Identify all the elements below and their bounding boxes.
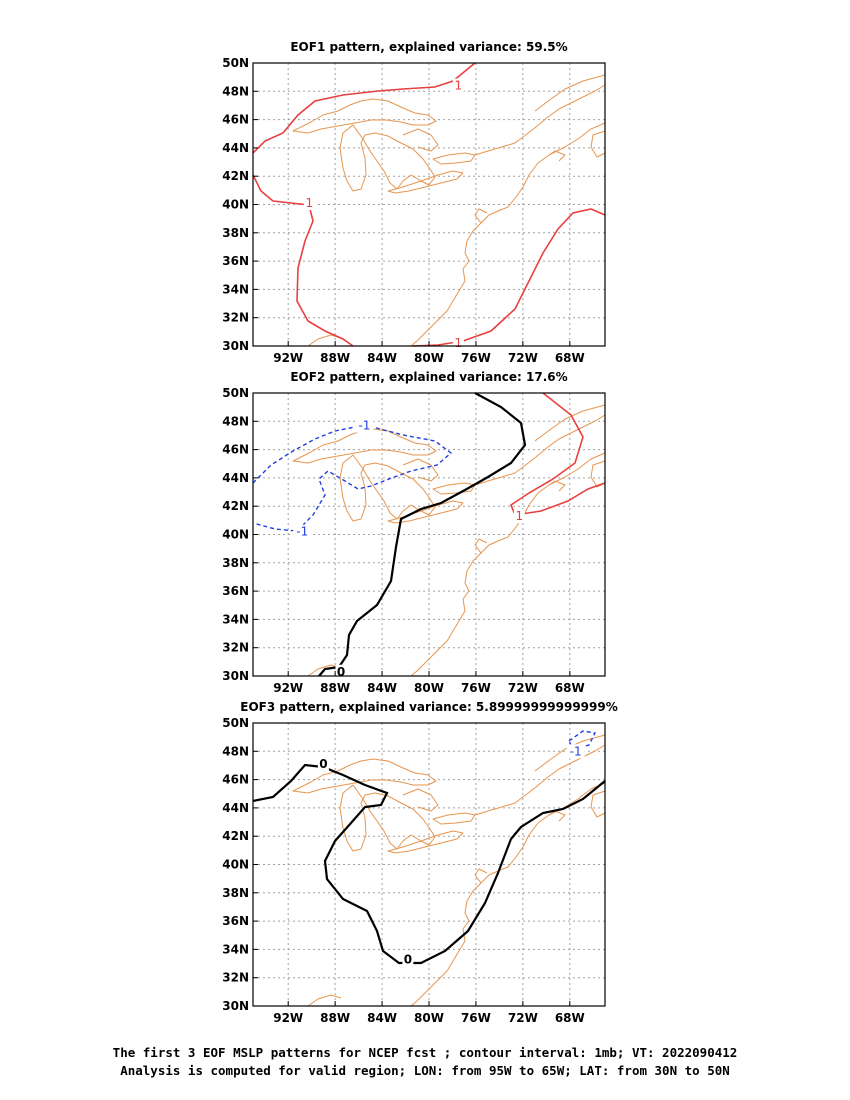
lat-tick-label: 40N	[222, 198, 249, 212]
contour-label: 0	[337, 665, 345, 679]
lat-tick-label: 30N	[222, 339, 249, 353]
lat-tick-label: 44N	[222, 141, 249, 155]
lon-tick-label: 68W	[555, 1011, 585, 1025]
lon-tick-label: 72W	[508, 1011, 538, 1025]
lon-tick-label: 68W	[555, 681, 585, 695]
panel-title: EOF3 pattern, explained variance: 5.8999…	[240, 700, 618, 714]
contour-label: 1	[305, 196, 313, 210]
lat-tick-label: 34N	[222, 282, 249, 296]
lon-tick-label: 76W	[461, 351, 491, 365]
graticule	[253, 62, 605, 347]
lat-tick-label: 32N	[222, 311, 249, 325]
lat-tick-label: 44N	[222, 471, 249, 485]
panel-title: EOF2 pattern, explained variance: 17.6%	[290, 370, 567, 384]
contour-label: 0	[319, 757, 327, 771]
lat-tick-label: 30N	[222, 999, 249, 1013]
lon-tick-label: 92W	[273, 1011, 303, 1025]
contour-label-bg	[566, 744, 585, 759]
lon-tick-label: 84W	[367, 351, 397, 365]
lat-tick-label: 38N	[222, 556, 249, 570]
contour-label: -1	[570, 744, 582, 758]
coastline	[292, 404, 606, 677]
lon-tick-label: 92W	[273, 681, 303, 695]
lon-tick-label: 84W	[367, 1011, 397, 1025]
axis-ticks: 92W 88W 84W 80W 76W 72W 68W 30N 32N 34N 36N 38N 40N 4…	[222, 716, 585, 1025]
caption-line-1: The first 3 EOF MSLP patterns for NCEP f…	[112, 1045, 738, 1060]
contour-label-bg	[355, 418, 374, 433]
lat-tick-label: 30N	[222, 669, 249, 683]
lon-tick-label: 80W	[414, 1011, 444, 1025]
coastline	[292, 734, 606, 1007]
contour-label-bg	[452, 336, 464, 351]
lat-tick-label: 48N	[222, 84, 249, 98]
contour-zero	[318, 392, 527, 677]
axis-ticks: 92W 88W 84W 80W 76W 72W 68W 30N 32N 34N 36N 38N 40N 4…	[222, 386, 585, 695]
contour-label-bg	[402, 952, 414, 967]
panel-title: EOF1 pattern, explained variance: 59.5%	[290, 40, 567, 54]
lon-tick-label: 88W	[320, 1011, 350, 1025]
lat-tick-label: 44N	[222, 801, 249, 815]
lon-tick-label: 88W	[320, 681, 350, 695]
lat-tick-label: 46N	[222, 773, 249, 787]
lon-tick-label: 76W	[461, 1011, 491, 1025]
lat-tick-label: 34N	[222, 612, 249, 626]
contour-label-bg	[513, 509, 525, 524]
lon-tick-label: 84W	[367, 681, 397, 695]
contour-negative-1	[252, 424, 453, 532]
contour-negative-1	[568, 730, 597, 750]
contour-labels: 0 0 -1	[317, 744, 585, 967]
axis-ticks: 92W 88W 84W 80W 76W 72W 68W 30N 32N 34N 36N 38N 40N 4…	[222, 56, 585, 365]
caption-line-2: Analysis is computed for valid region; L…	[120, 1063, 730, 1078]
coastline	[292, 74, 606, 347]
contour-label-bg	[293, 524, 312, 539]
lat-tick-label: 40N	[222, 858, 249, 872]
contour-labels: -1 -1 0 1	[293, 419, 525, 679]
lat-tick-label: 50N	[222, 716, 249, 730]
lon-tick-label: 80W	[414, 681, 444, 695]
contour-label: -1	[358, 419, 370, 433]
lat-tick-label: 32N	[222, 971, 249, 985]
contour-labels: 1 1 1	[303, 78, 464, 351]
lon-tick-label: 76W	[461, 681, 491, 695]
contour-label: 1	[455, 79, 463, 93]
lon-tick-label: 72W	[508, 681, 538, 695]
lon-tick-label: 92W	[273, 351, 303, 365]
lat-tick-label: 42N	[222, 169, 249, 183]
contour-label-bg	[317, 757, 329, 772]
contour-label-bg	[452, 78, 464, 93]
eof-maps-figure: EOF1 pattern, explained variance: 59.5% …	[222, 40, 618, 1025]
contour-label: 1	[516, 509, 524, 523]
lat-tick-label: 38N	[222, 886, 249, 900]
contour-label-bg	[335, 664, 347, 679]
lat-tick-label: 36N	[222, 914, 249, 928]
lat-tick-label: 42N	[222, 829, 249, 843]
lat-tick-label: 36N	[222, 584, 249, 598]
lat-tick-label: 50N	[222, 56, 249, 70]
contour-label: -1	[296, 525, 308, 539]
contour-label: 1	[455, 336, 463, 350]
lat-tick-label: 40N	[222, 528, 249, 542]
lat-tick-label: 48N	[222, 744, 249, 758]
lat-tick-label: 46N	[222, 113, 249, 127]
panel-eof2: EOF2 pattern, explained variance: 17.6% …	[222, 370, 606, 695]
lon-tick-label: 80W	[414, 351, 444, 365]
lat-tick-label: 36N	[222, 254, 249, 268]
contour-label-bg	[303, 196, 315, 211]
panel-eof3: EOF3 pattern, explained variance: 5.8999…	[222, 700, 618, 1025]
lat-tick-label: 46N	[222, 443, 249, 457]
lat-tick-label: 42N	[222, 499, 249, 513]
lon-tick-label: 68W	[555, 351, 585, 365]
lat-tick-label: 38N	[222, 226, 249, 240]
contour-positive-1	[510, 392, 606, 516]
lon-tick-label: 88W	[320, 351, 350, 365]
contour-label: 0	[404, 952, 412, 966]
lat-tick-label: 34N	[222, 942, 249, 956]
lon-tick-label: 72W	[508, 351, 538, 365]
lat-tick-label: 48N	[222, 414, 249, 428]
lat-tick-label: 50N	[222, 386, 249, 400]
panel-eof1: EOF1 pattern, explained variance: 59.5% …	[222, 40, 606, 365]
contour-zero	[252, 763, 606, 965]
lat-tick-label: 32N	[222, 641, 249, 655]
